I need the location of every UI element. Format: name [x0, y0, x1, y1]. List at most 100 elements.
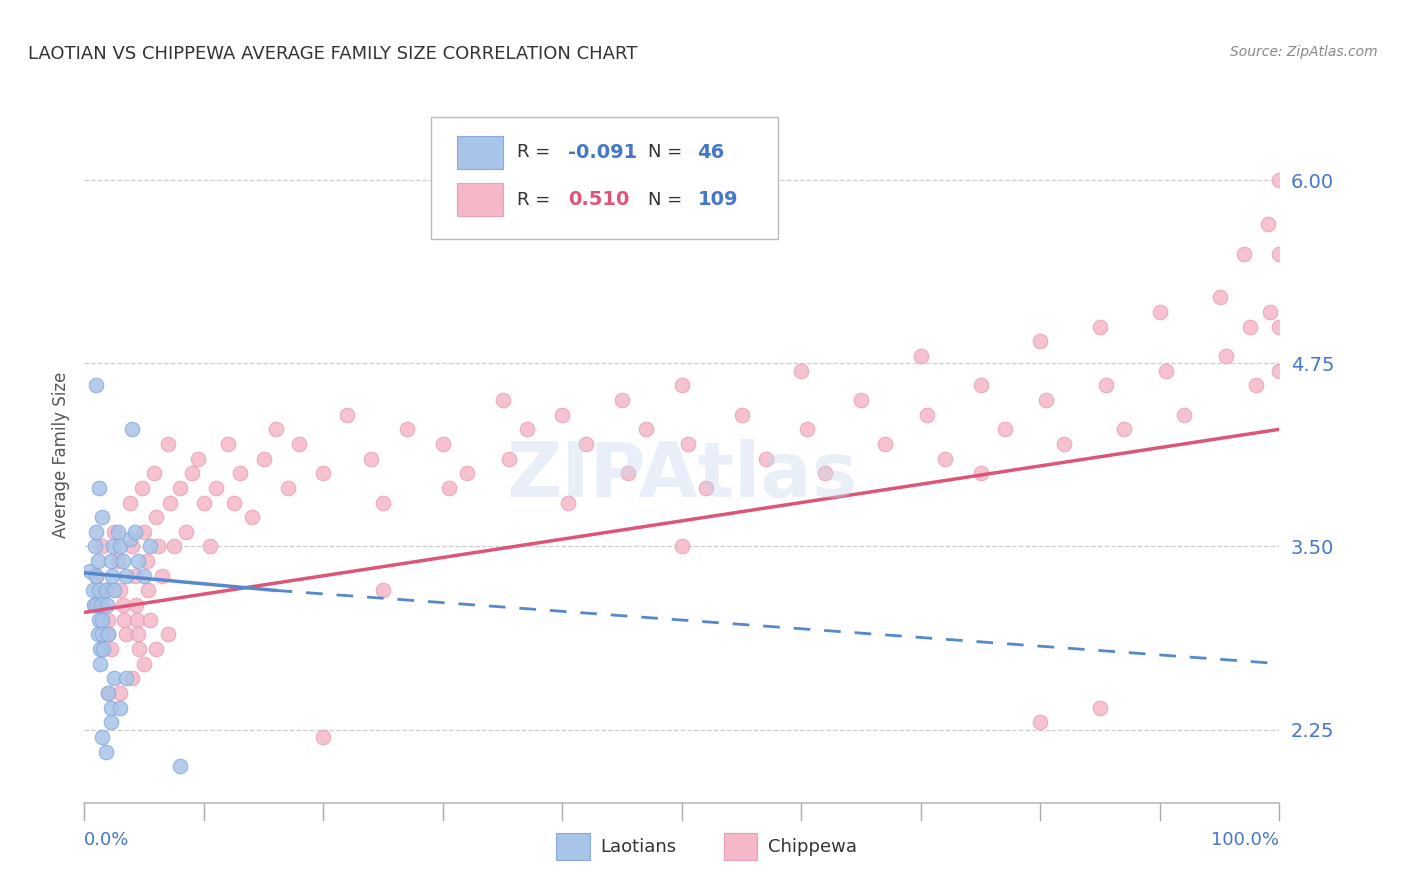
- Point: [132, 524, 156, 539]
- Point: [87, 598, 110, 612]
- Point: [101, 568, 124, 582]
- Point: [150, 568, 173, 582]
- Point: [91, 510, 114, 524]
- Point: [127, 627, 149, 641]
- Point: [934, 451, 956, 466]
- Point: [1053, 437, 1076, 451]
- Point: [1268, 173, 1291, 187]
- Text: ZIPAtlas: ZIPAtlas: [506, 439, 858, 513]
- Point: [157, 627, 180, 641]
- Point: [1095, 378, 1118, 392]
- Point: [125, 613, 148, 627]
- Point: [132, 568, 156, 582]
- Point: [84, 540, 107, 554]
- Point: [796, 422, 818, 436]
- Point: [131, 481, 153, 495]
- Y-axis label: Average Family Size: Average Family Size: [52, 372, 70, 538]
- Point: [89, 657, 111, 671]
- Point: [94, 583, 117, 598]
- Point: [814, 467, 837, 481]
- Point: [100, 642, 122, 657]
- Point: [198, 540, 221, 554]
- Point: [97, 686, 120, 700]
- Point: [492, 392, 515, 407]
- Point: [86, 378, 108, 392]
- Point: [101, 540, 124, 554]
- Point: [121, 540, 143, 554]
- Point: [110, 686, 132, 700]
- Text: 0.0%: 0.0%: [84, 830, 129, 848]
- Point: [617, 467, 640, 481]
- Point: [1154, 364, 1177, 378]
- Point: [157, 437, 180, 451]
- Point: [90, 598, 112, 612]
- Point: [159, 495, 181, 509]
- Point: [79, 565, 101, 579]
- Point: [288, 437, 311, 451]
- Point: [498, 451, 520, 466]
- Bar: [457, 183, 503, 216]
- Point: [970, 378, 993, 392]
- Point: [557, 495, 579, 509]
- Point: [790, 364, 813, 378]
- Point: [100, 715, 122, 730]
- Point: [336, 408, 359, 422]
- Point: [432, 437, 454, 451]
- Point: [1268, 246, 1291, 260]
- Point: [139, 540, 162, 554]
- Point: [217, 437, 239, 451]
- Point: [373, 495, 395, 509]
- Point: [636, 422, 658, 436]
- Point: [132, 657, 156, 671]
- Point: [1173, 408, 1195, 422]
- Point: [96, 598, 118, 612]
- Point: [86, 554, 108, 568]
- Point: [970, 467, 993, 481]
- Point: [118, 532, 141, 546]
- Point: [1215, 349, 1237, 363]
- Point: [121, 422, 143, 436]
- Point: [83, 598, 105, 612]
- Point: [97, 627, 120, 641]
- Point: [1268, 364, 1291, 378]
- Point: [103, 583, 125, 598]
- Point: [229, 467, 252, 481]
- Text: -0.091: -0.091: [568, 143, 638, 161]
- Point: [1090, 700, 1112, 714]
- Point: [671, 540, 693, 554]
- Point: [103, 524, 125, 539]
- Point: [110, 583, 132, 598]
- Point: [612, 392, 634, 407]
- Point: [1035, 392, 1057, 407]
- Point: [82, 583, 104, 598]
- Bar: [457, 136, 503, 169]
- Point: [91, 627, 114, 641]
- Point: [174, 524, 197, 539]
- FancyBboxPatch shape: [432, 118, 778, 239]
- Point: [731, 408, 754, 422]
- Point: [456, 467, 478, 481]
- Text: LAOTIAN VS CHIPPEWA AVERAGE FAMILY SIZE CORRELATION CHART: LAOTIAN VS CHIPPEWA AVERAGE FAMILY SIZE …: [28, 45, 637, 62]
- Point: [124, 568, 146, 582]
- Point: [110, 540, 132, 554]
- Point: [516, 422, 538, 436]
- Point: [1090, 319, 1112, 334]
- Point: [1029, 334, 1052, 349]
- Point: [124, 524, 146, 539]
- Point: [193, 495, 215, 509]
- Text: Source: ZipAtlas.com: Source: ZipAtlas.com: [1230, 45, 1378, 59]
- Point: [1149, 305, 1171, 319]
- Point: [312, 467, 335, 481]
- Point: [97, 613, 120, 627]
- Point: [187, 451, 209, 466]
- Point: [222, 495, 245, 509]
- Point: [1209, 290, 1232, 304]
- Point: [127, 554, 149, 568]
- Point: [86, 598, 108, 612]
- Text: 46: 46: [697, 143, 724, 161]
- Point: [145, 642, 167, 657]
- Point: [277, 481, 299, 495]
- Text: N =: N =: [648, 191, 689, 209]
- Point: [94, 583, 117, 598]
- Point: [240, 510, 263, 524]
